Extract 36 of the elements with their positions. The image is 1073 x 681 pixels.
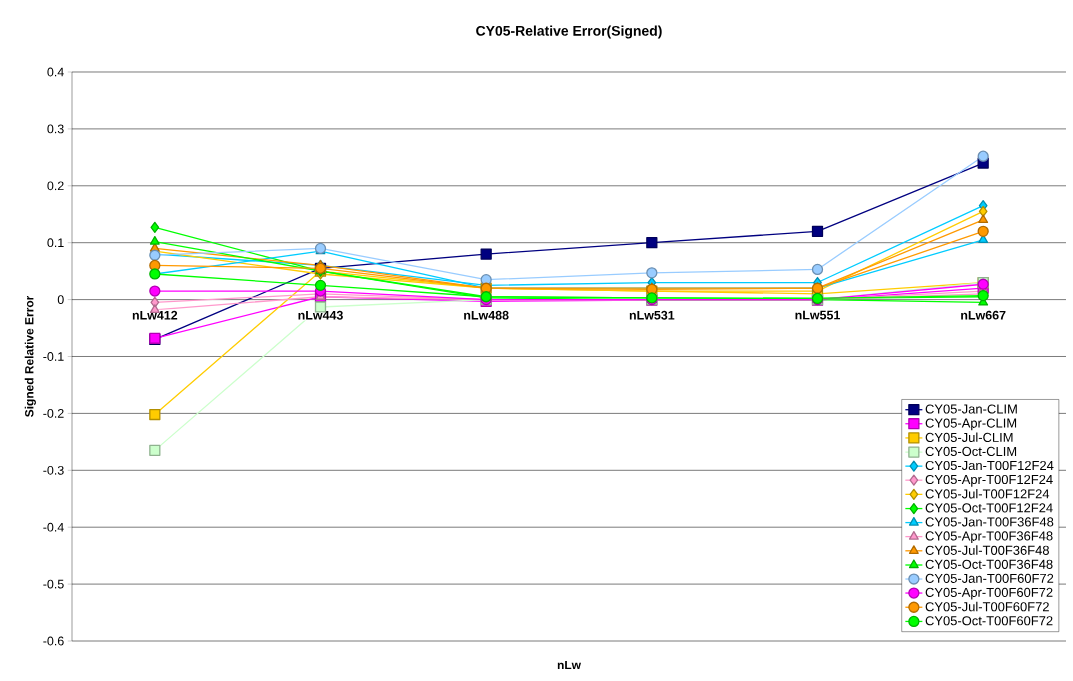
y-tick-label: 0.1 xyxy=(47,238,64,248)
legend-label: CY05-Oct-CLIM xyxy=(925,446,1017,457)
legend-label: CY05-Jul-CLIM xyxy=(925,432,1013,442)
legend-label: CY05-Jan-CLIM xyxy=(925,404,1017,414)
x-tick-label: nLw443 xyxy=(298,310,343,320)
legend-label: CY05-Jan-T00F12F24 xyxy=(925,460,1054,471)
x-tick-label: nLw412 xyxy=(132,310,178,320)
legend-label: CY05-Jan-T00F60F72 xyxy=(925,573,1054,583)
y-tick-label: 0 xyxy=(57,295,64,305)
y-tick-label: 0.2 xyxy=(47,181,64,191)
x-tick-label: nLw551 xyxy=(795,310,840,320)
y-tick-label: -0.5 xyxy=(43,579,64,589)
legend-label: CY05-Apr-T00F36F48 xyxy=(925,531,1053,544)
x-axis-title: nLw xyxy=(557,660,581,670)
y-tick-label: -0.2 xyxy=(43,409,64,418)
legend-label: CY05-Apr-CLIM xyxy=(925,418,1017,431)
y-tick-label: -0.4 xyxy=(43,522,64,532)
legend-label: CY05-Oct-T00F60F72 xyxy=(925,616,1053,626)
y-axis-title: Signed Relative Error xyxy=(24,295,36,417)
legend-label: CY05-Jul-T00F12F24 xyxy=(925,488,1050,499)
y-tick-label: 0.4 xyxy=(47,67,64,77)
legend-label: CY05-Oct-T00F12F24 xyxy=(925,503,1053,513)
y-tick-label: 0.3 xyxy=(47,124,64,134)
legend-label: CY05-Jul-T00F60F72 xyxy=(925,601,1049,612)
legend-label: CY05-Oct-T00F36F48 xyxy=(925,559,1053,569)
legend-label: CY05-Apr-T00F12F24 xyxy=(925,474,1053,487)
y-tick-label: -0.1 xyxy=(43,352,64,361)
legend-label: CY05-Apr-T00F60F72 xyxy=(925,587,1053,600)
chart-title: CY05-Relative Error(Signed) xyxy=(476,25,662,39)
y-tick-label: -0.6 xyxy=(43,636,64,646)
y-tick-label: -0.3 xyxy=(43,465,64,475)
x-tick-label: nLw531 xyxy=(629,310,675,320)
x-tick-label: nLw488 xyxy=(464,310,509,320)
legend-label: CY05-Jul-T00F36F48 xyxy=(925,545,1049,555)
legend-label: CY05-Jan-T00F36F48 xyxy=(925,517,1054,527)
x-tick-label: nLw667 xyxy=(961,310,1006,320)
